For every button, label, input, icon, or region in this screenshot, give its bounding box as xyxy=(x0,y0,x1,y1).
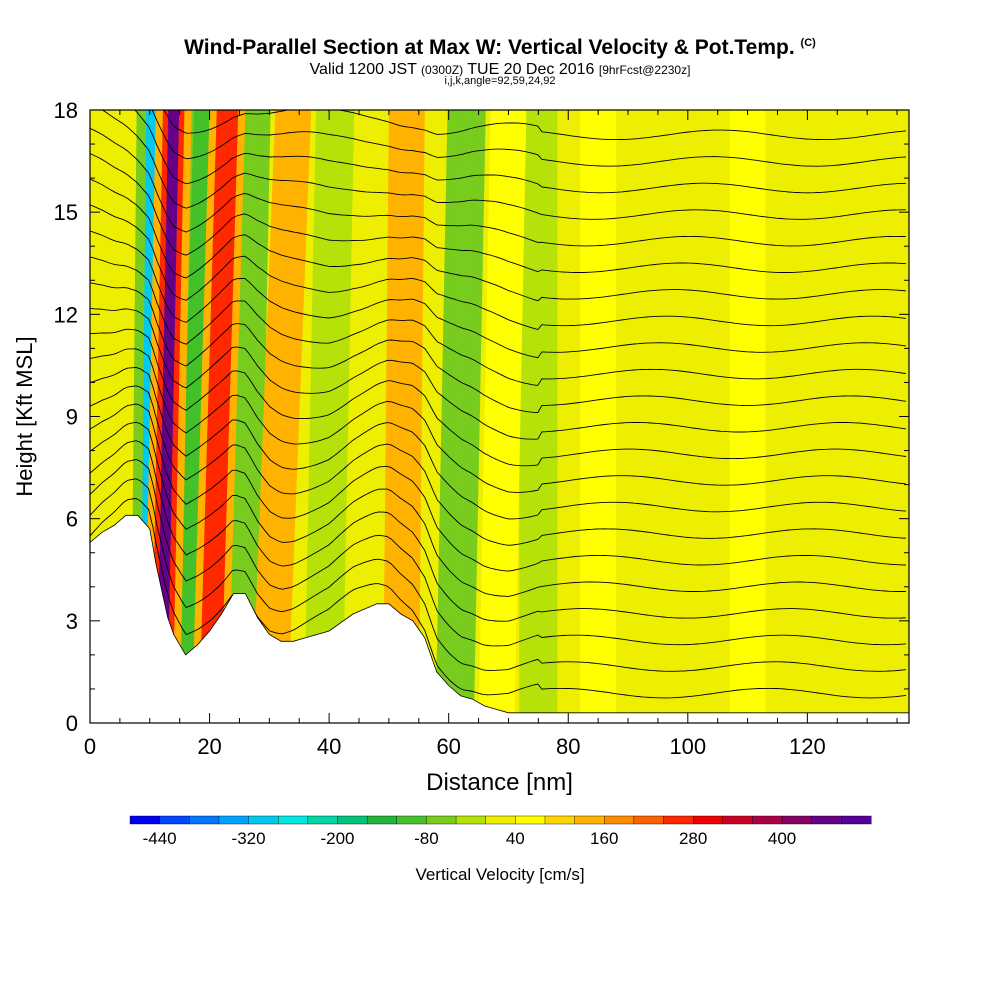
colorbar-tick-label-2: -200 xyxy=(320,829,354,848)
isentrope-18 xyxy=(101,110,906,220)
colorbar-swatch-14 xyxy=(544,815,576,825)
axes: 0 20 40 60 80 100 120 0 3 6 9 12 15 18 Distance [nm] He… xyxy=(12,98,910,796)
isentrope-19 xyxy=(134,110,907,194)
x-tick-label-3: 60 xyxy=(436,734,460,759)
isentrope-20 xyxy=(151,110,907,167)
y-axis-label: Height [Kft MSL] xyxy=(12,336,37,496)
forecast-info: [9hrFcst@2230z] xyxy=(598,63,691,77)
plot-clip-group xyxy=(90,110,909,723)
colorbar-swatch-0 xyxy=(129,815,161,825)
x-axis-label: Distance [nm] xyxy=(426,769,573,796)
valid-time: Valid 1200 JST xyxy=(309,61,417,78)
y-tick-label-1: 3 xyxy=(66,609,78,634)
terrain xyxy=(90,514,909,723)
valid-zulu: (0300Z) xyxy=(421,63,464,77)
colorbar-swatch-6 xyxy=(307,815,338,825)
colorbar-swatch-11 xyxy=(455,815,487,825)
x-tick-label-6: 120 xyxy=(789,734,826,759)
isentrope-3 xyxy=(90,440,907,622)
colorbar-tick-label-1: -320 xyxy=(232,829,266,848)
colorbar-swatch-9 xyxy=(396,815,427,825)
colorbar-tick-label-3: -80 xyxy=(414,829,439,848)
downdraft-core-4 xyxy=(445,110,477,723)
colorbar-swatch-4 xyxy=(248,815,279,825)
isentrope-11 xyxy=(90,282,907,414)
colorbar-swatch-13 xyxy=(515,815,546,825)
isentrope-5 xyxy=(90,403,907,572)
y-tick-label-6: 18 xyxy=(54,98,78,123)
updraft-band-6 xyxy=(729,110,766,723)
isentrope-10 xyxy=(90,307,907,440)
updraft-band-5 xyxy=(580,110,617,723)
colorbar-swatch-2 xyxy=(189,815,220,825)
colorbar-swatch-19 xyxy=(692,815,724,825)
colorbar-swatch-8 xyxy=(366,815,398,825)
chart-title: Wind-Parallel Section at Max W: Vertical… xyxy=(0,36,1000,60)
colorbar-swatch-16 xyxy=(604,815,635,825)
chart-title-text: Wind-Parallel Section at Max W: Vertical… xyxy=(184,36,795,59)
x-tick-label-0: 0 xyxy=(84,734,96,759)
colorbar-tick-label-6: 280 xyxy=(679,829,707,848)
updraft-band-2 xyxy=(251,110,312,723)
y-tick-label-3: 9 xyxy=(66,405,78,430)
isentrope-0 xyxy=(90,498,907,699)
colorbar-swatch-24 xyxy=(841,815,872,825)
isentrope-4 xyxy=(90,421,906,597)
colorbar-tick-label-0: -440 xyxy=(143,829,177,848)
colorbar-swatch-10 xyxy=(426,815,457,825)
isentrope-6 xyxy=(90,385,907,546)
downdraft-core-1 xyxy=(176,110,214,723)
colorbar-swatch-23 xyxy=(811,815,842,825)
isentrope-13 xyxy=(90,230,907,359)
isentrope-8 xyxy=(90,348,907,493)
isentrope-17 xyxy=(90,127,907,247)
isentrope-1 xyxy=(90,478,907,672)
x-tick-label-4: 80 xyxy=(556,734,580,759)
colorbar-tick-label-4: 40 xyxy=(506,829,525,848)
chart-indices: i,j,k,angle=92,59,24,92 xyxy=(444,75,556,87)
colorbar-swatch-7 xyxy=(337,815,368,825)
colorbar-tick-label-5: 160 xyxy=(590,829,618,848)
colorbar-swatch-17 xyxy=(633,815,665,825)
y-tick-label-4: 12 xyxy=(54,302,78,327)
y-tick-label-2: 6 xyxy=(66,507,78,532)
isentrope-9 xyxy=(90,328,907,467)
colorbar-swatch-21 xyxy=(752,815,783,825)
colorbar-swatch-1 xyxy=(159,815,190,825)
colorbar-swatch-5 xyxy=(278,815,309,825)
downdraft-core-3 xyxy=(313,110,345,723)
y-tick-label-5: 15 xyxy=(54,200,78,225)
x-tick-label-2: 40 xyxy=(317,734,341,759)
isentrope-21 xyxy=(163,110,907,141)
colorbar-swatch-18 xyxy=(663,815,694,825)
isentrope-7 xyxy=(90,366,907,520)
updraft-band-3 xyxy=(382,110,425,723)
colorbar-label: Vertical Velocity [cm/s] xyxy=(415,865,584,884)
colorbar-swatch-3 xyxy=(218,815,250,825)
y-tick-label-0: 0 xyxy=(66,711,78,736)
colorbar-swatch-22 xyxy=(781,815,813,825)
x-tick-label-5: 100 xyxy=(669,734,706,759)
colorbar-tick-label-7: 400 xyxy=(768,829,796,848)
plot-area xyxy=(90,110,909,723)
isentrope-12 xyxy=(90,256,907,386)
isentrope-2 xyxy=(90,459,907,647)
copyright-mark: (C) xyxy=(800,37,816,49)
isentrope-16 xyxy=(90,153,907,273)
colorbar-swatch-12 xyxy=(485,815,516,825)
chart-subtitle: Valid 1200 JST (0300Z) TUE 20 Dec 2016 [… xyxy=(0,61,1000,79)
colorbar-swatch-20 xyxy=(722,815,753,825)
downdraft-core-5 xyxy=(528,110,548,723)
x-tick-label-1: 20 xyxy=(197,734,221,759)
colorbar: -440 -320 -200 -80 40 160 280 400 Vertical Veloc… xyxy=(129,815,872,884)
colorbar-swatch-15 xyxy=(574,815,605,825)
isentrope-15 xyxy=(90,178,907,302)
valid-date: TUE 20 Dec 2016 xyxy=(467,61,595,78)
isentrope-14 xyxy=(90,204,907,331)
